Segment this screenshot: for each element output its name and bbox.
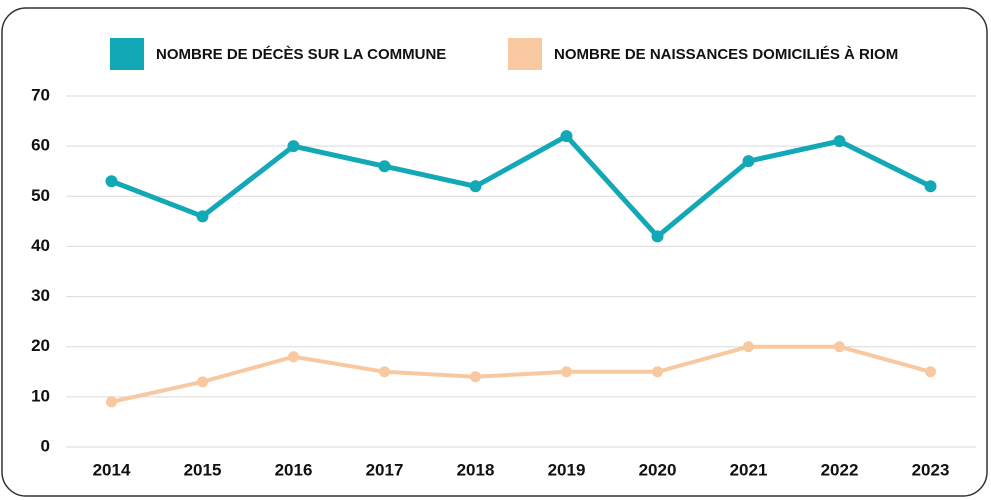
point [743, 341, 754, 353]
y-tick-label: 0 [41, 436, 50, 455]
point [651, 230, 664, 243]
x-tick-label: 2021 [730, 460, 768, 479]
point [834, 341, 845, 353]
x-tick-label: 2023 [912, 460, 950, 479]
point [833, 135, 846, 148]
legend-label: NOMBRE DE DÉCÈS SUR LA COMMUNE [156, 46, 446, 63]
x-tick-label: 2017 [366, 460, 404, 479]
legend-swatch [110, 38, 144, 70]
point [561, 366, 572, 378]
point [469, 180, 482, 193]
point [287, 140, 300, 153]
y-tick-label: 40 [31, 236, 50, 255]
point [378, 160, 391, 173]
x-tick-label: 2015 [184, 460, 222, 479]
y-tick-label: 60 [31, 136, 50, 155]
point [652, 366, 663, 378]
legend-label: NOMBRE DE NAISSANCES DOMICILIÉS À RIOM [554, 46, 898, 63]
point [925, 366, 936, 378]
point [106, 396, 117, 408]
point [470, 371, 481, 383]
x-tick-label: 2019 [548, 460, 586, 479]
x-tick-label: 2022 [821, 460, 859, 479]
point [379, 366, 390, 378]
x-tick-label: 2016 [275, 460, 313, 479]
point [105, 175, 118, 188]
x-tick-label: 2020 [639, 460, 677, 479]
y-tick-label: 70 [31, 85, 50, 104]
point [197, 376, 208, 388]
series-line [110, 133, 932, 239]
point [742, 155, 755, 168]
y-tick-label: 30 [31, 286, 50, 305]
x-tick-label: 2018 [457, 460, 495, 479]
x-tick-label: 2014 [93, 460, 131, 479]
point [924, 180, 937, 193]
point [288, 351, 299, 363]
frame [1, 7, 988, 497]
point [560, 130, 573, 143]
legend-swatch [508, 38, 542, 70]
y-tick-label: 50 [31, 186, 50, 205]
y-tick-label: 20 [31, 336, 50, 355]
series-line [111, 344, 932, 404]
point [196, 210, 209, 223]
y-tick-label: 10 [31, 386, 50, 405]
